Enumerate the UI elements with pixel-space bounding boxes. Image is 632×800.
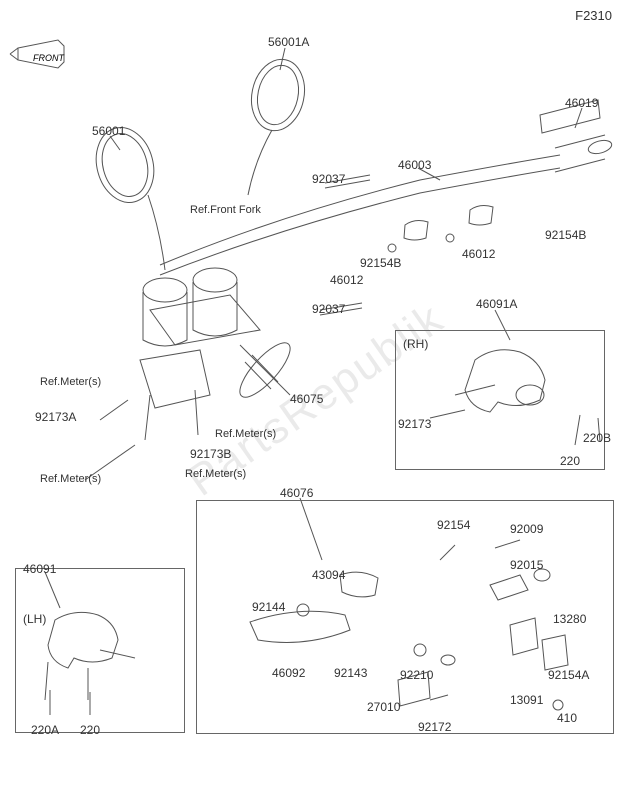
part-label-46019[interactable]: 46019 [565, 96, 598, 110]
part-label-46076[interactable]: 46076 [280, 486, 313, 500]
part-label-92154B_2[interactable]: 92154B [360, 256, 401, 270]
diagram-container: F2310 FRONT PartsRepublik (RH) (LH) 5600… [0, 0, 632, 800]
part-label-92009[interactable]: 92009 [510, 522, 543, 536]
part-label-92037_1[interactable]: 92037 [312, 172, 345, 186]
part-label-46075[interactable]: 46075 [290, 392, 323, 406]
ref-label: Ref.Meter(s) [215, 428, 276, 440]
part-label-13280[interactable]: 13280 [553, 612, 586, 626]
main-box [196, 500, 614, 734]
part-label-56001[interactable]: 56001 [92, 124, 125, 138]
part-label-46091A[interactable]: 46091A [476, 297, 517, 311]
ref-label: Ref.Meter(s) [40, 376, 101, 388]
part-label-56001A[interactable]: 56001A [268, 35, 309, 49]
part-label-220A[interactable]: 220A [31, 723, 59, 737]
rh-box [395, 330, 605, 470]
part-label-46092[interactable]: 46092 [272, 666, 305, 680]
part-label-92154B_1[interactable]: 92154B [545, 228, 586, 242]
front-direction-indicator: FRONT [15, 45, 75, 75]
lh-label: (LH) [23, 612, 46, 626]
lh-box [15, 568, 185, 733]
ref-label: Ref.Meter(s) [185, 468, 246, 480]
part-label-92173[interactable]: 92173 [398, 417, 431, 431]
part-label-220_2[interactable]: 220 [80, 723, 100, 737]
part-label-92154A[interactable]: 92154A [548, 668, 589, 682]
part-label-220[interactable]: 220 [560, 454, 580, 468]
part-label-92015[interactable]: 92015 [510, 558, 543, 572]
part-label-92037_2[interactable]: 92037 [312, 302, 345, 316]
part-label-46003[interactable]: 46003 [398, 158, 431, 172]
part-label-92144[interactable]: 92144 [252, 600, 285, 614]
part-label-46012_1[interactable]: 46012 [462, 247, 495, 261]
ref-label: Ref.Front Fork [190, 204, 261, 216]
part-label-27010[interactable]: 27010 [367, 700, 400, 714]
rh-label: (RH) [403, 337, 428, 351]
part-label-92143[interactable]: 92143 [334, 666, 367, 680]
part-label-43094[interactable]: 43094 [312, 568, 345, 582]
page-code: F2310 [575, 8, 612, 23]
part-label-13091[interactable]: 13091 [510, 693, 543, 707]
part-label-46091[interactable]: 46091 [23, 562, 56, 576]
part-label-92172[interactable]: 92172 [418, 720, 451, 734]
part-label-92173B[interactable]: 92173B [190, 447, 231, 461]
ref-label: Ref.Meter(s) [40, 473, 101, 485]
part-label-410[interactable]: 410 [557, 711, 577, 725]
part-label-46012_2[interactable]: 46012 [330, 273, 363, 287]
part-label-92154[interactable]: 92154 [437, 518, 470, 532]
front-label: FRONT [33, 53, 64, 63]
part-label-92210[interactable]: 92210 [400, 668, 433, 682]
part-label-220B[interactable]: 220B [583, 431, 611, 445]
part-label-92173A[interactable]: 92173A [35, 410, 76, 424]
